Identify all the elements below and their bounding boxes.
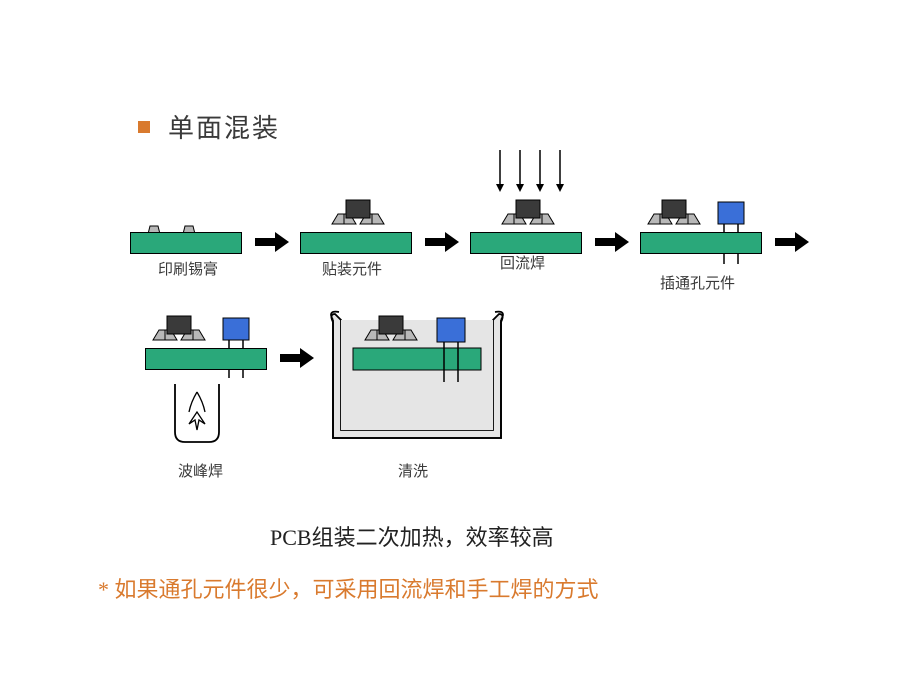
stage-wave-solder [145,312,275,452]
tht-component-icon [718,202,744,224]
pcb-board [640,232,762,254]
slide-title: 单面混装 [168,108,280,145]
label-reflow: 回流焊 [500,252,545,273]
label-insert-tht: 插通孔元件 [660,272,735,293]
arrow-right-icon [280,348,314,368]
chip-icon [346,200,370,218]
arrow-right-icon [255,232,289,252]
pcb-board [300,232,412,254]
stage-place-smt [300,196,420,236]
pcb-board [470,232,582,254]
stage-cleaning [325,300,515,450]
caption-note: * 如果通孔元件很少，可采用回流焊和手工焊的方式 [98,572,599,604]
stage-reflow [470,150,590,240]
wave-splash-icon [189,392,205,430]
pcb-board [145,348,267,370]
arrow-right-icon [595,232,629,252]
heat-arrows-icon [496,150,564,192]
arrow-right-icon [775,232,809,252]
label-place-smt: 贴装元件 [322,258,382,279]
caption-main: PCB组装二次加热，效率较高 [270,520,554,552]
arrow-right-icon [425,232,459,252]
label-cleaning: 清洗 [398,460,428,481]
label-solder-paste: 印刷锡膏 [158,258,218,279]
pcb-board [130,232,242,254]
slide-title-row: 单面混装 [138,108,280,145]
label-wave-solder: 波峰焊 [178,460,223,481]
bullet-icon [138,121,150,133]
